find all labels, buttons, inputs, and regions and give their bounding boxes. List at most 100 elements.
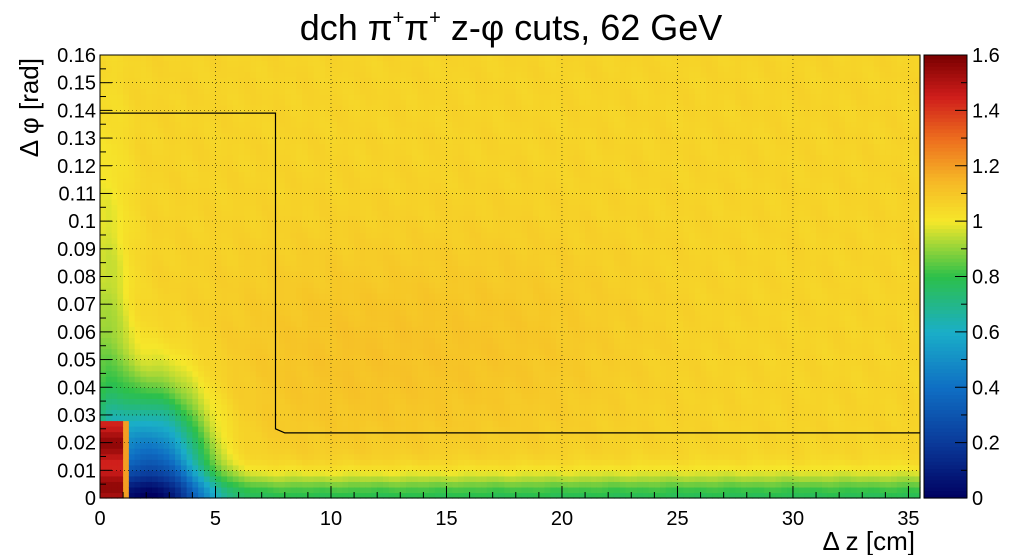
heatmap-cell (151, 248, 159, 255)
heatmap-cell (105, 270, 113, 278)
heatmap-cell (192, 403, 199, 410)
heatmap-cell (279, 221, 286, 228)
heatmap-cell (440, 320, 448, 327)
heatmap-cell (446, 182, 453, 189)
heatmap-cell (267, 221, 274, 228)
heatmap-cell (151, 331, 159, 339)
heatmap-cell (411, 104, 419, 111)
heatmap-cell (157, 187, 165, 195)
heatmap-cell (261, 459, 269, 466)
heatmap-cell (128, 298, 136, 305)
heatmap-cell (169, 104, 176, 111)
heatmap-cell (198, 270, 205, 278)
heatmap-cell (209, 226, 217, 233)
heatmap-cell (377, 403, 384, 410)
heatmap-cell (134, 121, 142, 128)
heatmap-cell (105, 210, 113, 217)
heatmap-cell (371, 71, 378, 78)
heatmap-cell (123, 320, 130, 327)
heatmap-cell (284, 204, 292, 211)
heatmap-cell (123, 442, 130, 449)
heatmap-cell (215, 99, 222, 106)
heatmap-cell (429, 376, 436, 383)
heatmap-cell (400, 110, 407, 117)
heatmap-cell (163, 204, 170, 211)
heatmap-cell (382, 481, 390, 488)
heatmap-cell (302, 66, 309, 73)
heatmap-cell (140, 187, 147, 195)
heatmap-cell (180, 243, 188, 250)
heatmap-cell (169, 259, 176, 267)
heatmap-cell (255, 93, 263, 100)
heatmap-cell (255, 431, 263, 438)
heatmap-cell (134, 115, 142, 123)
heatmap-cell (100, 492, 107, 499)
heatmap-cell (359, 110, 367, 117)
heatmap-cell (394, 403, 401, 410)
heatmap-cell (388, 282, 396, 289)
heatmap-cell (267, 226, 274, 233)
heatmap-cell (250, 392, 257, 399)
heatmap-cell (111, 359, 118, 366)
heatmap-cell (411, 426, 419, 433)
heatmap-cell (105, 232, 113, 239)
heatmap-cell (394, 210, 401, 217)
heatmap-cell (406, 304, 413, 311)
heatmap-cell (134, 259, 142, 267)
heatmap-cell (215, 464, 222, 471)
heatmap-cell (163, 470, 170, 477)
heatmap-cell (336, 66, 344, 73)
heatmap-cell (117, 182, 124, 189)
heatmap-cell (111, 342, 118, 350)
heatmap-cell (250, 149, 257, 156)
heatmap-cell (307, 282, 315, 289)
heatmap-cell (105, 171, 113, 178)
heatmap-cell (255, 437, 263, 444)
heatmap-cell (313, 66, 321, 73)
heatmap-cell (371, 448, 378, 455)
heatmap-cell (429, 431, 436, 438)
heatmap-cell (151, 259, 159, 267)
heatmap-cell (429, 248, 436, 255)
heatmap-cell (417, 270, 424, 278)
heatmap-cell (227, 486, 234, 494)
heatmap-cell (134, 309, 142, 316)
heatmap-cell (336, 226, 344, 233)
heatmap-cell (371, 481, 378, 488)
heatmap-cell (417, 198, 424, 206)
heatmap-cell (313, 126, 321, 134)
heatmap-cell (186, 82, 193, 89)
heatmap-cell (250, 143, 257, 150)
heatmap-cell (330, 481, 338, 488)
heatmap-cell (388, 93, 396, 100)
heatmap-cell (111, 171, 118, 178)
heatmap-cell (388, 370, 396, 377)
heatmap-cell (209, 409, 217, 416)
heatmap-cell (215, 492, 222, 499)
heatmap-cell (134, 376, 142, 383)
heatmap-cell (157, 492, 165, 499)
heatmap-cell (382, 348, 390, 355)
heatmap-cell (302, 121, 309, 128)
heatmap-cell (394, 464, 401, 471)
heatmap-cell (440, 370, 448, 377)
heatmap-cell (411, 226, 419, 233)
heatmap-cell (400, 481, 407, 488)
heatmap-cell (238, 204, 245, 211)
heatmap-cell (371, 331, 378, 339)
heatmap-cell (117, 392, 124, 399)
heatmap-cell (227, 481, 234, 488)
heatmap-cell (221, 365, 228, 372)
heatmap-cell (250, 71, 257, 78)
heatmap-cell (434, 115, 442, 123)
heatmap-cell (151, 93, 159, 100)
heatmap-cell (348, 287, 355, 294)
heatmap-cell (163, 492, 170, 499)
heatmap-cell (394, 215, 401, 222)
heatmap-cell (336, 104, 344, 111)
heatmap-cell (446, 414, 453, 422)
heatmap-cell (134, 193, 142, 200)
heatmap-cell (394, 459, 401, 466)
heatmap-cell (446, 370, 453, 377)
heatmap-cell (423, 331, 430, 339)
